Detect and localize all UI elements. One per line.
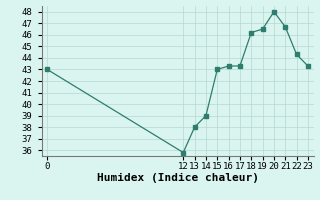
X-axis label: Humidex (Indice chaleur): Humidex (Indice chaleur) xyxy=(97,173,259,183)
